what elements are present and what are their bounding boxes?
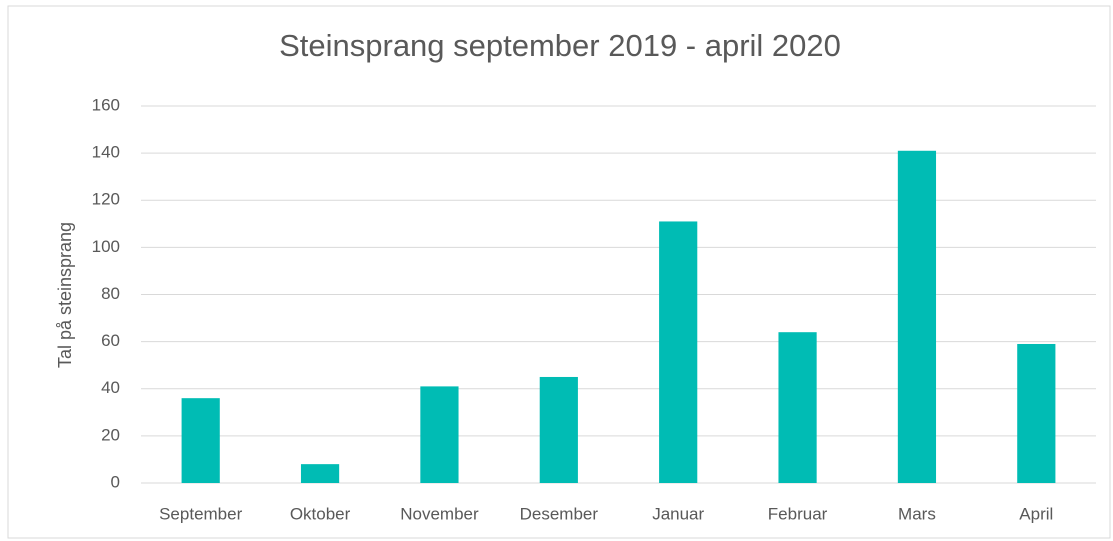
bar [897,150,937,484]
y-tick-label: 120 [92,190,120,209]
bar [1017,343,1056,483]
x-tick-label: Desember [520,504,599,523]
y-tick-label: 80 [101,284,120,303]
y-tick-label: 140 [92,143,120,162]
x-tick-label: Februar [768,504,828,523]
y-tick-label: 160 [92,95,120,114]
y-tick-label: 0 [111,472,120,491]
x-tick-label: November [400,504,479,523]
bar [300,464,340,483]
x-tick-label: Oktober [290,504,351,523]
y-tick-label: 40 [101,378,120,397]
bar [659,221,698,484]
bar [539,376,578,483]
bar [181,398,220,483]
chart-title: Steinsprang september 2019 - april 2020 [279,28,841,63]
bar [778,332,817,483]
y-axis-title: Tal på steinsprang [55,222,75,368]
bar [420,386,459,483]
x-tick-label: September [159,504,242,523]
y-tick-label: 20 [101,425,120,444]
y-tick-label: 100 [92,237,120,256]
y-tick-label: 60 [101,331,120,350]
x-tick-label: Mars [898,504,936,523]
x-tick-label: April [1019,504,1053,523]
x-tick-label: Januar [652,504,704,523]
